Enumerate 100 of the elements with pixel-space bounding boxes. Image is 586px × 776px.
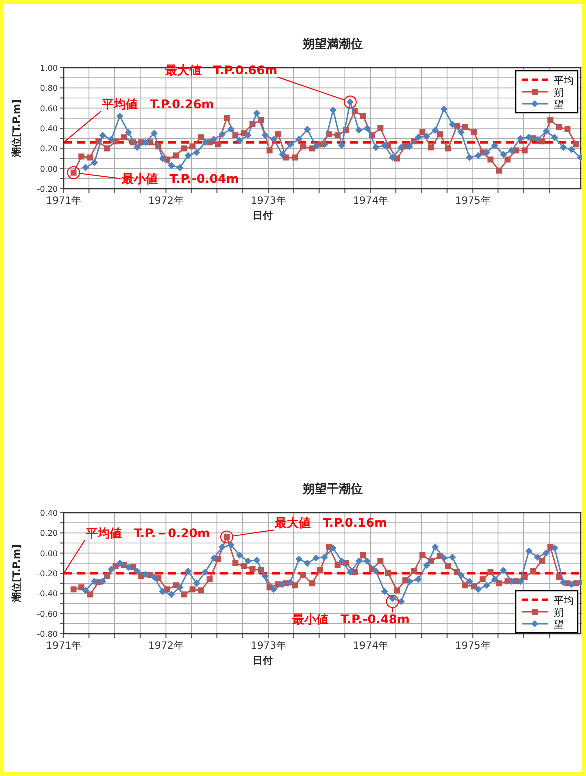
point xyxy=(539,558,546,564)
point xyxy=(309,580,316,587)
point xyxy=(168,162,176,170)
point xyxy=(262,572,269,580)
legend-label: 望 xyxy=(554,619,564,631)
point xyxy=(330,544,337,552)
point xyxy=(573,142,580,148)
point xyxy=(300,572,306,579)
point xyxy=(193,149,201,156)
y-tick-label: 0.20 xyxy=(40,144,58,154)
y-tick-label: -0.80 xyxy=(37,630,58,639)
y-tick-label: -0.20 xyxy=(37,185,58,194)
point xyxy=(346,568,354,576)
point xyxy=(406,143,414,150)
point xyxy=(560,579,568,586)
point xyxy=(496,168,502,174)
point xyxy=(292,582,298,589)
point xyxy=(99,578,106,586)
point xyxy=(542,550,550,557)
point xyxy=(190,144,196,150)
point xyxy=(193,580,201,588)
chart-title: 朔望干潮位 xyxy=(302,482,363,496)
point xyxy=(176,164,184,172)
point xyxy=(466,578,474,586)
y-axis-title: 潮位[T.P.m] xyxy=(11,544,23,604)
x-tick-label: 1972年 xyxy=(148,640,184,652)
point xyxy=(173,152,179,159)
point xyxy=(90,159,98,166)
point xyxy=(432,544,440,551)
point xyxy=(458,129,465,136)
point xyxy=(218,131,226,138)
point xyxy=(244,132,252,140)
point xyxy=(134,568,141,576)
legend-label: 平均 xyxy=(554,595,574,607)
point xyxy=(526,134,533,142)
point xyxy=(474,586,482,594)
point xyxy=(236,137,244,144)
point xyxy=(381,142,388,150)
point xyxy=(202,568,209,576)
point xyxy=(471,130,478,136)
point xyxy=(78,154,85,160)
point xyxy=(440,106,448,113)
point xyxy=(87,154,94,161)
point xyxy=(508,578,516,586)
point xyxy=(215,142,222,148)
point xyxy=(432,126,440,134)
point xyxy=(317,567,324,574)
point xyxy=(445,146,452,152)
point xyxy=(159,155,166,162)
x-tick-label: 1971年 xyxy=(46,640,82,652)
y-tick-label: 1.00 xyxy=(40,64,58,73)
point xyxy=(449,120,456,128)
point xyxy=(389,154,396,162)
point xyxy=(121,134,128,141)
point xyxy=(420,552,426,558)
point xyxy=(356,558,363,565)
point xyxy=(466,154,474,162)
point xyxy=(338,142,346,150)
point xyxy=(241,563,248,570)
point xyxy=(386,570,392,576)
point xyxy=(534,136,542,144)
point xyxy=(480,576,486,583)
point xyxy=(360,113,366,120)
point xyxy=(168,591,176,598)
legend-label: 望 xyxy=(554,99,564,111)
point xyxy=(150,130,158,138)
point xyxy=(206,576,213,583)
point xyxy=(210,554,218,562)
point xyxy=(526,548,533,555)
point xyxy=(411,568,418,574)
point xyxy=(253,110,260,117)
y-tick-label: -0.40 xyxy=(37,590,58,599)
point xyxy=(560,144,568,152)
point xyxy=(134,144,141,152)
point xyxy=(414,134,422,142)
point xyxy=(159,588,166,596)
y-tick-label: 0.00 xyxy=(40,164,58,174)
point xyxy=(228,542,235,549)
point xyxy=(364,124,372,132)
point xyxy=(381,588,388,596)
point xyxy=(312,554,320,562)
point xyxy=(530,568,537,574)
point xyxy=(250,566,256,572)
point xyxy=(484,149,491,156)
point xyxy=(304,126,312,134)
point xyxy=(517,578,524,586)
point xyxy=(414,576,422,584)
point xyxy=(142,139,150,146)
point xyxy=(82,164,90,172)
point xyxy=(548,117,554,124)
point xyxy=(181,146,188,152)
point xyxy=(78,584,85,591)
point xyxy=(176,584,184,592)
point xyxy=(321,554,328,561)
point xyxy=(190,586,196,593)
point xyxy=(406,578,414,586)
point xyxy=(440,554,448,562)
point xyxy=(181,592,188,598)
point xyxy=(338,558,346,565)
point xyxy=(500,151,508,158)
